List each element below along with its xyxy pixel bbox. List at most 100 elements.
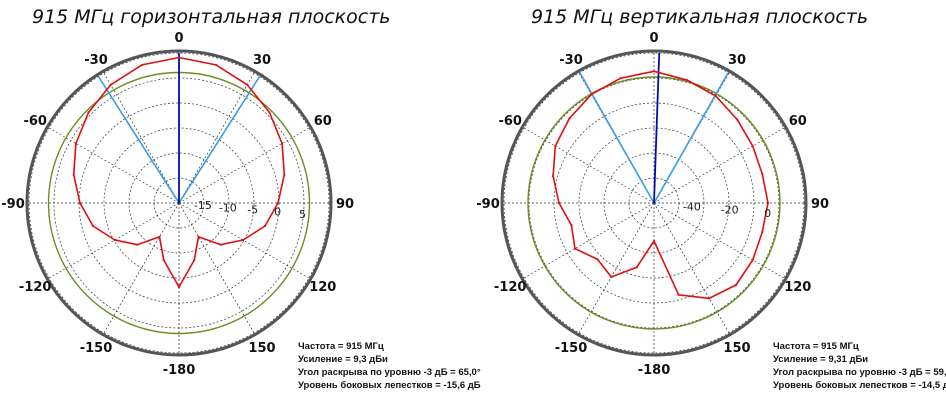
- info-sidelobe: Уровень боковых лепестков = -15,6 дБ: [298, 380, 481, 391]
- angle-label: 30: [253, 53, 271, 68]
- pattern-point: [554, 144, 557, 148]
- pattern-point: [283, 173, 286, 176]
- pattern-point: [734, 283, 738, 287]
- grid-spoke: [653, 127, 785, 204]
- angle-label: 90: [336, 197, 354, 212]
- angle-label: 150: [723, 341, 750, 356]
- grid-spoke: [48, 127, 180, 204]
- angle-label: 60: [314, 114, 332, 129]
- pattern-point: [74, 142, 77, 145]
- pattern-point: [761, 230, 764, 234]
- beamwidth-line: [653, 72, 729, 204]
- pattern-point: [109, 83, 112, 86]
- info-sidelobe: Уровень боковых лепестков = -14,5 дБ: [773, 380, 946, 391]
- pattern-point: [72, 173, 75, 176]
- beamwidth-line: [178, 76, 261, 204]
- pattern-point: [652, 239, 656, 243]
- pattern-point: [708, 297, 711, 300]
- pattern-point: [751, 144, 754, 148]
- angle-label: 30: [728, 53, 746, 68]
- angle-label: -60: [498, 114, 522, 129]
- pattern-point: [193, 258, 196, 262]
- grid-spoke: [48, 202, 180, 279]
- ring-label: 0: [764, 207, 771, 220]
- pattern-point: [596, 258, 599, 261]
- pattern-point: [246, 83, 249, 86]
- outer-ring: [25, 49, 333, 357]
- angle-label: -90: [1, 197, 25, 212]
- angle-label: 150: [248, 341, 275, 356]
- pattern-point: [87, 111, 90, 114]
- info-gain: Усиление = 9,3 дБи: [298, 354, 388, 365]
- pattern-point: [570, 224, 573, 227]
- grid-spoke: [653, 202, 730, 334]
- ring-label: -40: [683, 200, 701, 213]
- info-frequency: Частота = 915 МГц: [773, 341, 859, 352]
- pattern-point: [552, 174, 555, 178]
- ring-label: -20: [721, 204, 739, 217]
- radiation-pattern: [552, 70, 769, 300]
- grid-circle: [578, 127, 730, 279]
- ring-label: -15: [194, 199, 212, 212]
- pattern-point: [263, 224, 267, 228]
- ring-label: -5: [247, 203, 258, 216]
- pattern-point: [268, 111, 271, 114]
- angle-label: -30: [84, 53, 108, 68]
- ring-label: -10: [219, 201, 237, 214]
- pattern-point: [568, 117, 571, 120]
- pattern-point: [766, 201, 770, 205]
- pattern-point: [573, 247, 577, 250]
- pattern-point: [557, 201, 561, 205]
- pattern-point: [162, 258, 165, 262]
- grid-spoke: [178, 202, 255, 334]
- pattern-point: [158, 235, 161, 238]
- pattern-point: [652, 70, 656, 73]
- info-box-vertical: Частота = 915 МГц Усиление = 9,31 дБи Уг…: [773, 340, 946, 392]
- chart-title-horizontal: 915 МГц горизонтальная плоскость: [32, 6, 391, 28]
- info-gain: Усиление = 9,31 дБи: [773, 354, 869, 365]
- angle-label: -60: [23, 114, 47, 129]
- grid-spoke: [103, 202, 180, 334]
- angle-label: -90: [476, 197, 500, 212]
- angle-label: 0: [174, 31, 183, 46]
- main-beam-line: [653, 53, 661, 204]
- pattern-point: [177, 56, 181, 59]
- chart-title-vertical: 915 МГц вертикальная плоскость: [531, 6, 869, 28]
- pattern-point: [714, 94, 717, 98]
- pattern-point: [685, 78, 689, 82]
- pattern-point: [78, 201, 82, 205]
- angle-label: 120: [309, 280, 336, 295]
- angle-label: -30: [559, 53, 583, 68]
- grid-spoke: [578, 202, 655, 334]
- angle-label: -180: [638, 363, 671, 378]
- pattern-point: [677, 293, 680, 296]
- ring-label: 5: [299, 208, 306, 221]
- pattern-point: [635, 266, 638, 269]
- pattern-point: [113, 238, 116, 242]
- pattern-point: [736, 118, 739, 121]
- angle-label: -120: [494, 280, 527, 295]
- ring-label: 0: [274, 206, 281, 219]
- pattern-point: [140, 63, 144, 66]
- angle-label: 90: [811, 197, 829, 212]
- info-beamwidth: Угол раскрыва по уровню -3 дБ = 65,0°: [298, 367, 481, 378]
- angle-label: -120: [19, 280, 52, 295]
- angle-label: -180: [163, 363, 196, 378]
- pattern-point: [761, 172, 764, 176]
- info-frequency: Частота = 915 МГц: [298, 341, 384, 352]
- pattern-point: [214, 63, 218, 66]
- info-beamwidth: Угол раскрыва по уровню -3 дБ = 59,3°: [773, 367, 946, 378]
- outer-ring: [500, 49, 808, 357]
- grid-spoke: [523, 127, 655, 204]
- grid-spoke: [523, 202, 655, 279]
- grid-spoke: [178, 127, 310, 204]
- pattern-point: [177, 285, 181, 289]
- angle-label: -150: [555, 341, 588, 356]
- pattern-point: [619, 77, 622, 80]
- grid-spoke: [178, 72, 255, 204]
- pattern-point: [610, 275, 613, 279]
- pattern-point: [276, 201, 280, 205]
- pattern-point: [281, 142, 284, 145]
- pattern-point: [590, 93, 593, 96]
